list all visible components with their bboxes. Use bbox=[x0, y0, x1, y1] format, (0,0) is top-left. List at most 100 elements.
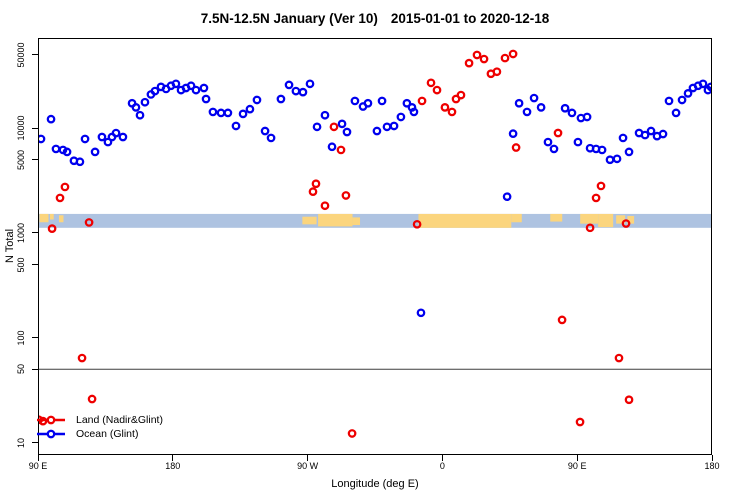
ocean-point bbox=[135, 110, 145, 120]
ocean-point bbox=[51, 144, 61, 154]
map-strip-land bbox=[39, 213, 49, 223]
ocean-point bbox=[567, 108, 577, 118]
ocean-point bbox=[350, 96, 360, 106]
map-strip-land bbox=[352, 217, 361, 226]
ocean-point bbox=[118, 132, 128, 142]
x-tick-mark bbox=[441, 455, 443, 461]
ocean-point bbox=[201, 94, 211, 104]
ocean-point bbox=[38, 134, 46, 144]
land-point bbox=[55, 193, 65, 203]
y-tick-mark bbox=[32, 442, 38, 443]
ocean-point bbox=[186, 81, 196, 91]
legend-label: Ocean (Glint) bbox=[76, 428, 139, 440]
ocean-point bbox=[543, 137, 553, 147]
chart-title: 7.5N-12.5N January (Ver 10) 2015-01-01 to… bbox=[0, 11, 750, 26]
ocean-point bbox=[640, 130, 650, 140]
ocean-point bbox=[706, 82, 712, 92]
x-tick-mark bbox=[172, 455, 174, 461]
land-point bbox=[329, 122, 339, 132]
land-point bbox=[347, 429, 357, 438]
ocean-point bbox=[216, 108, 226, 118]
land-point bbox=[426, 78, 436, 88]
x-tick-label: 90 E bbox=[567, 461, 587, 471]
x-tick-label: 180 bbox=[704, 461, 720, 471]
map-strip-land bbox=[58, 215, 64, 223]
map-strip-ocean bbox=[38, 213, 712, 228]
ocean-point bbox=[698, 79, 708, 89]
ocean-point bbox=[305, 79, 315, 89]
ocean-point bbox=[529, 93, 539, 103]
ocean-point bbox=[677, 95, 687, 105]
ocean-point bbox=[238, 109, 248, 119]
x-axis-label: Longitude (deg E) bbox=[331, 478, 419, 490]
x-tick-mark bbox=[576, 455, 578, 461]
y-tick-label: 10 bbox=[16, 437, 26, 448]
ocean-point bbox=[231, 121, 241, 131]
land-point bbox=[614, 353, 624, 363]
ocean-point bbox=[111, 128, 121, 138]
land-point bbox=[553, 128, 563, 138]
ocean-point bbox=[208, 107, 218, 117]
ocean-point bbox=[605, 155, 615, 165]
land-point bbox=[557, 315, 567, 325]
plot-border bbox=[38, 38, 712, 455]
ocean-point bbox=[536, 103, 546, 112]
ocean-point bbox=[191, 85, 201, 95]
land-point bbox=[585, 223, 595, 233]
ocean-point bbox=[549, 144, 559, 154]
ocean-point bbox=[372, 126, 382, 136]
land-point bbox=[456, 90, 466, 100]
plot-area bbox=[38, 38, 712, 455]
land-point bbox=[591, 193, 601, 203]
land-point bbox=[492, 67, 502, 77]
ocean-point bbox=[199, 83, 209, 93]
x-tick-label: 0 bbox=[439, 461, 445, 471]
ocean-point bbox=[260, 126, 270, 136]
ocean-point bbox=[624, 147, 634, 157]
ocean-point bbox=[597, 145, 607, 155]
ocean-point bbox=[337, 119, 347, 129]
ocean-point bbox=[284, 80, 294, 90]
ocean-point bbox=[245, 104, 255, 114]
ocean-point bbox=[646, 126, 656, 136]
ocean-point bbox=[671, 108, 681, 118]
ocean-point bbox=[363, 98, 373, 108]
y-tick-label: 10000 bbox=[16, 115, 26, 141]
land-point bbox=[87, 394, 97, 404]
ocean-point bbox=[312, 122, 322, 132]
x-tick-label: 90 W bbox=[297, 461, 319, 471]
land-point bbox=[336, 145, 346, 155]
land-point bbox=[479, 54, 489, 64]
ocean-point bbox=[103, 137, 113, 147]
ocean-point bbox=[75, 157, 85, 167]
land-point bbox=[432, 85, 442, 95]
x-tick-mark bbox=[307, 455, 309, 461]
ocean-point bbox=[298, 87, 308, 97]
ocean-point bbox=[612, 154, 622, 164]
y-tick-label: 50000 bbox=[16, 42, 26, 68]
ocean-point bbox=[389, 121, 399, 131]
land-point bbox=[320, 201, 330, 211]
ocean-point bbox=[327, 142, 337, 152]
ocean-point bbox=[140, 97, 150, 107]
land-point bbox=[500, 53, 510, 63]
ocean-point bbox=[80, 134, 90, 144]
land-point bbox=[84, 218, 94, 227]
ocean-point bbox=[171, 79, 181, 89]
x-tick-mark bbox=[37, 455, 39, 461]
map-strip-land bbox=[627, 216, 635, 224]
x-tick-label: 90 E bbox=[28, 461, 48, 471]
land-point bbox=[624, 395, 634, 405]
y-tick-label: 500 bbox=[16, 256, 26, 273]
ocean-point bbox=[508, 129, 518, 139]
y-tick-mark bbox=[32, 368, 38, 370]
map-strip-land bbox=[318, 213, 353, 227]
legend: Land (Nadir&Glint) Ocean (Glint) bbox=[36, 413, 163, 441]
ocean-point bbox=[46, 114, 56, 124]
ocean-point bbox=[582, 112, 592, 122]
land-point bbox=[412, 219, 422, 229]
y-tick-label: 100 bbox=[16, 330, 26, 346]
ocean-point bbox=[402, 98, 412, 108]
ocean-point bbox=[266, 133, 276, 143]
ocean-point bbox=[276, 94, 286, 104]
